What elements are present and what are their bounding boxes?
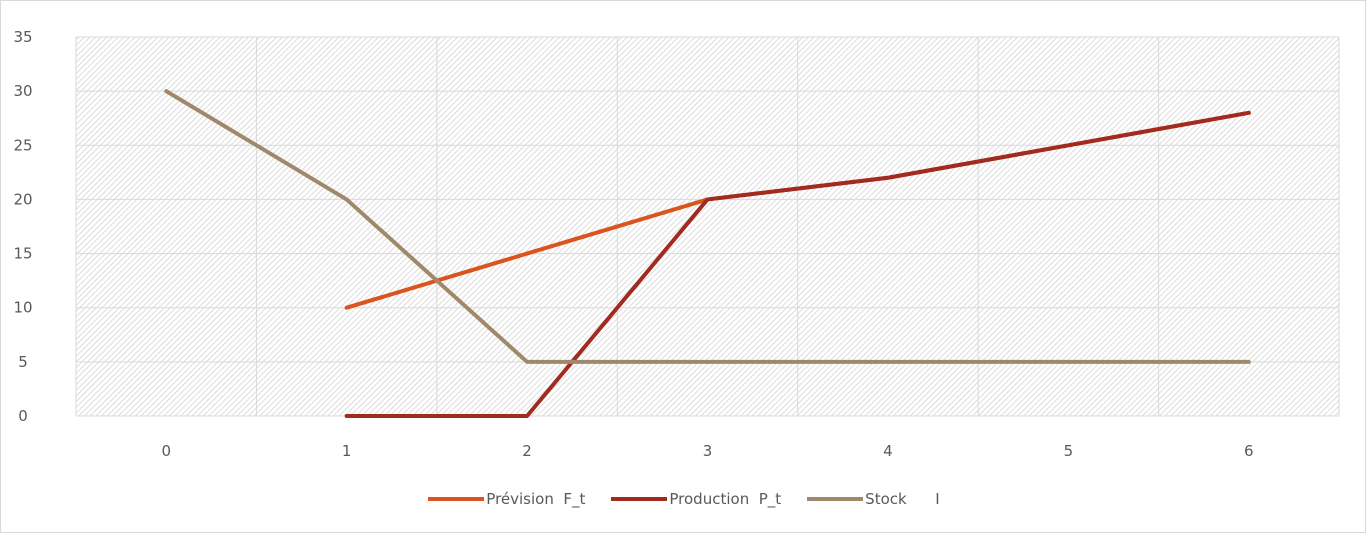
x-tick-label: 0 <box>161 442 171 460</box>
x-axis-tick-labels: 0 1 2 3 4 5 6 <box>161 442 1253 460</box>
y-tick-label: 10 <box>13 299 32 317</box>
x-tick-label: 6 <box>1244 442 1254 460</box>
legend-item-production[interactable]: Production P_t <box>611 490 781 508</box>
legend-label-stock: Stock I <box>865 490 940 508</box>
legend-swatch-production <box>611 497 668 501</box>
series-line-2 <box>164 89 1251 364</box>
legend: Prévision F_t Production P_t Stock I <box>1 490 1366 508</box>
y-tick-label: 25 <box>13 136 32 154</box>
y-tick-label: 20 <box>13 190 32 208</box>
x-tick-label: 3 <box>703 442 713 460</box>
y-tick-label: 35 <box>13 28 32 46</box>
legend-label-production: Production P_t <box>669 490 782 508</box>
y-tick-label: 30 <box>13 82 32 100</box>
y-tick-label: 5 <box>18 353 28 371</box>
series-line-1 <box>344 110 1251 418</box>
line-chart: 0 5 10 15 20 25 30 35 0 1 2 3 4 5 6 <box>13 28 1340 460</box>
x-tick-label: 5 <box>1064 442 1074 460</box>
legend-item-prevision[interactable]: Prévision F_t <box>428 490 585 508</box>
x-tick-label: 4 <box>883 442 893 460</box>
legend-swatch-stock <box>807 497 864 501</box>
plot-area-background <box>76 37 1339 416</box>
legend-swatch-prevision <box>428 497 485 501</box>
legend-item-stock[interactable]: Stock I <box>807 490 940 508</box>
y-axis-tick-labels: 0 5 10 15 20 25 30 35 <box>13 28 32 425</box>
x-tick-label: 1 <box>342 442 352 460</box>
series-lines <box>164 89 1251 418</box>
y-tick-label: 0 <box>18 407 28 425</box>
y-tick-label: 15 <box>13 245 32 263</box>
legend-label-prevision: Prévision F_t <box>486 490 586 508</box>
x-tick-label: 2 <box>522 442 532 460</box>
